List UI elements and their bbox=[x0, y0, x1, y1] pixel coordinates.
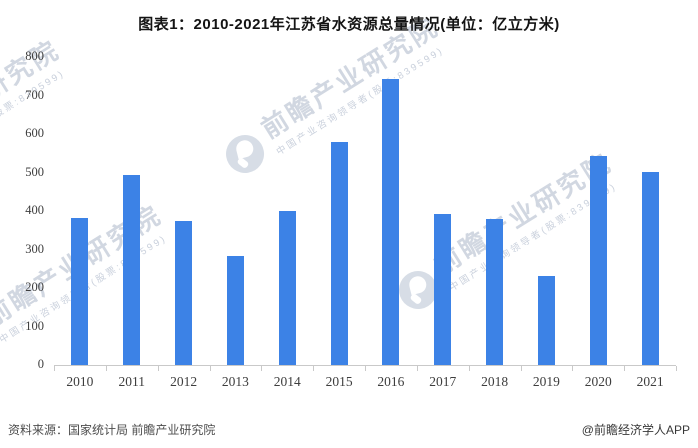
y-axis-label: 600 bbox=[25, 126, 44, 140]
x-axis-tick bbox=[105, 366, 107, 371]
y-axis-label: 200 bbox=[25, 280, 44, 294]
bar-2018 bbox=[486, 219, 504, 365]
x-axis-label: 2011 bbox=[118, 374, 145, 389]
x-axis-tick bbox=[313, 366, 315, 371]
x-axis-tick bbox=[468, 366, 470, 371]
bar-2015 bbox=[330, 141, 348, 365]
x-axis-label: 2012 bbox=[170, 374, 198, 389]
x-axis-tick bbox=[365, 366, 366, 371]
credit-text: @前瞻经济学人APP bbox=[581, 423, 690, 437]
bar-2021 bbox=[641, 172, 659, 365]
x-axis-label: 2018 bbox=[481, 374, 509, 389]
x-axis-tick bbox=[676, 366, 677, 371]
bar-2013 bbox=[226, 256, 244, 365]
source-text: 资料来源：国家统计局 前瞻产业研究院 bbox=[8, 423, 216, 437]
x-axis-tick bbox=[416, 366, 418, 371]
bar-2014 bbox=[278, 211, 296, 365]
x-axis-label: 2015 bbox=[325, 374, 353, 389]
bar-2010 bbox=[71, 217, 89, 365]
x-axis-tick bbox=[157, 366, 159, 371]
bar-2019 bbox=[537, 276, 555, 365]
x-axis-tick bbox=[520, 366, 522, 371]
bar-2016 bbox=[382, 79, 400, 365]
y-axis-label: 400 bbox=[25, 203, 44, 217]
bar-2011 bbox=[123, 174, 141, 365]
chart-title: 图表1：2010-2021年江苏省水资源总量情况(单位：亿立方米) bbox=[138, 16, 560, 33]
x-axis-label: 2019 bbox=[532, 374, 560, 389]
x-axis-tick bbox=[572, 366, 574, 371]
x-axis-label: 2014 bbox=[273, 374, 301, 389]
y-axis-label: 500 bbox=[25, 164, 44, 179]
x-axis-line bbox=[54, 365, 676, 366]
x-axis-tick bbox=[54, 366, 55, 371]
bar-2012 bbox=[175, 221, 193, 365]
x-axis-label: 2020 bbox=[584, 374, 612, 389]
x-axis-label: 2010 bbox=[66, 374, 94, 389]
x-axis-label: 2021 bbox=[636, 374, 664, 389]
x-axis-tick bbox=[624, 366, 626, 371]
x-axis-tick bbox=[261, 366, 263, 371]
x-axis-tick bbox=[209, 366, 211, 371]
x-axis-label: 2017 bbox=[429, 374, 457, 389]
y-axis-label: 700 bbox=[25, 87, 44, 102]
bar-2017 bbox=[434, 213, 452, 365]
y-axis-label: 800 bbox=[25, 49, 44, 63]
x-axis-label: 2013 bbox=[221, 374, 249, 389]
y-axis-label: 300 bbox=[25, 241, 44, 256]
y-axis-label: 100 bbox=[25, 318, 44, 333]
bar-2020 bbox=[589, 155, 607, 365]
x-axis-label: 2016 bbox=[377, 374, 405, 389]
y-axis-label: 0 bbox=[37, 357, 44, 371]
